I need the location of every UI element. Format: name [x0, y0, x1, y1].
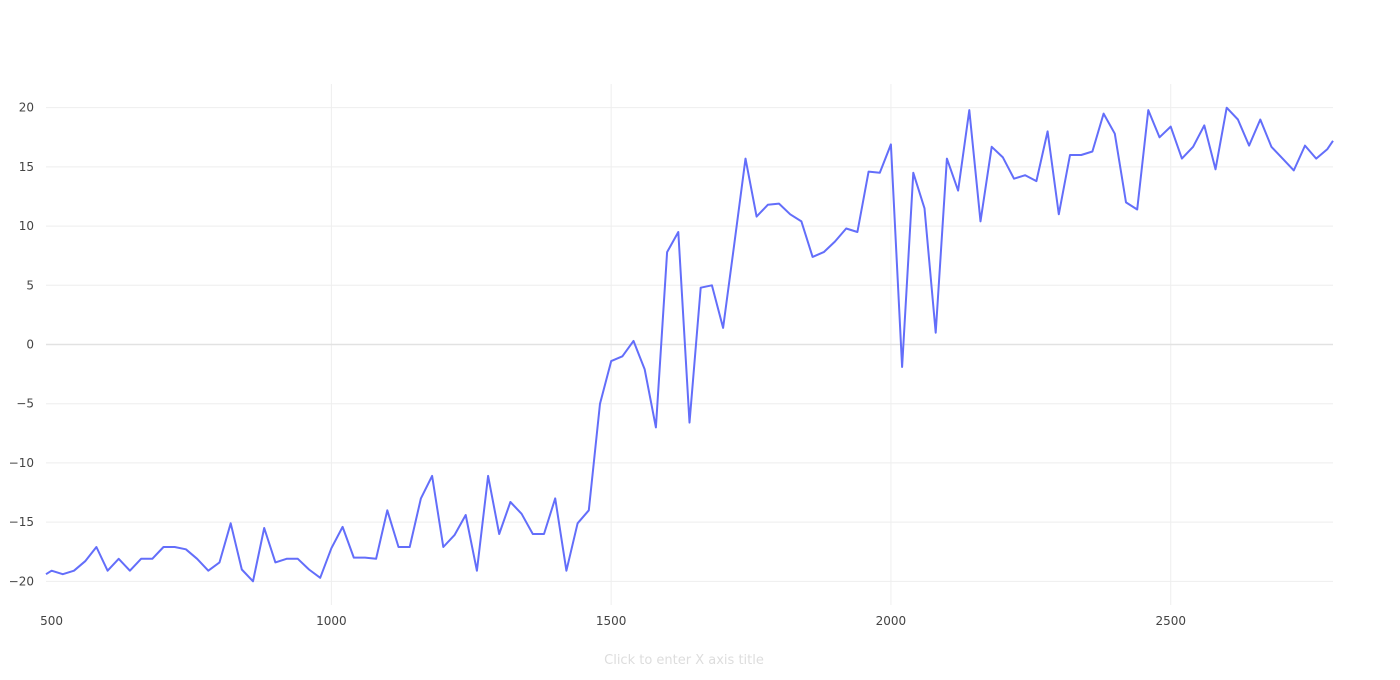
y-tick-label: 5 [26, 278, 34, 292]
y-tick-label: −5 [16, 397, 34, 411]
axis-layer: 500 1000 1500 2000 2500 20 15 10 5 0 −5 −10 −15 −20 [9, 101, 1186, 628]
x-tick-label: 2500 [1155, 614, 1186, 628]
series-layer [45, 106, 1334, 583]
x-tick-label: 500 [40, 614, 63, 628]
x-tick-label: 1500 [596, 614, 627, 628]
y-tick-label: −10 [9, 456, 34, 470]
y-tick-label: 20 [19, 101, 34, 115]
x-tick-label: 2000 [876, 614, 907, 628]
y-tick-label: 0 [26, 338, 34, 352]
x-axis-title[interactable]: Click to enter X axis title [604, 653, 764, 668]
grid-layer [46, 84, 1333, 605]
y-tick-label: 10 [19, 219, 34, 233]
y-tick-label: −20 [9, 574, 34, 588]
x-tick-label: 1000 [316, 614, 347, 628]
series-line-0 [45, 106, 1334, 583]
y-tick-label: −15 [9, 515, 34, 529]
y-tick-label: 15 [19, 160, 34, 174]
